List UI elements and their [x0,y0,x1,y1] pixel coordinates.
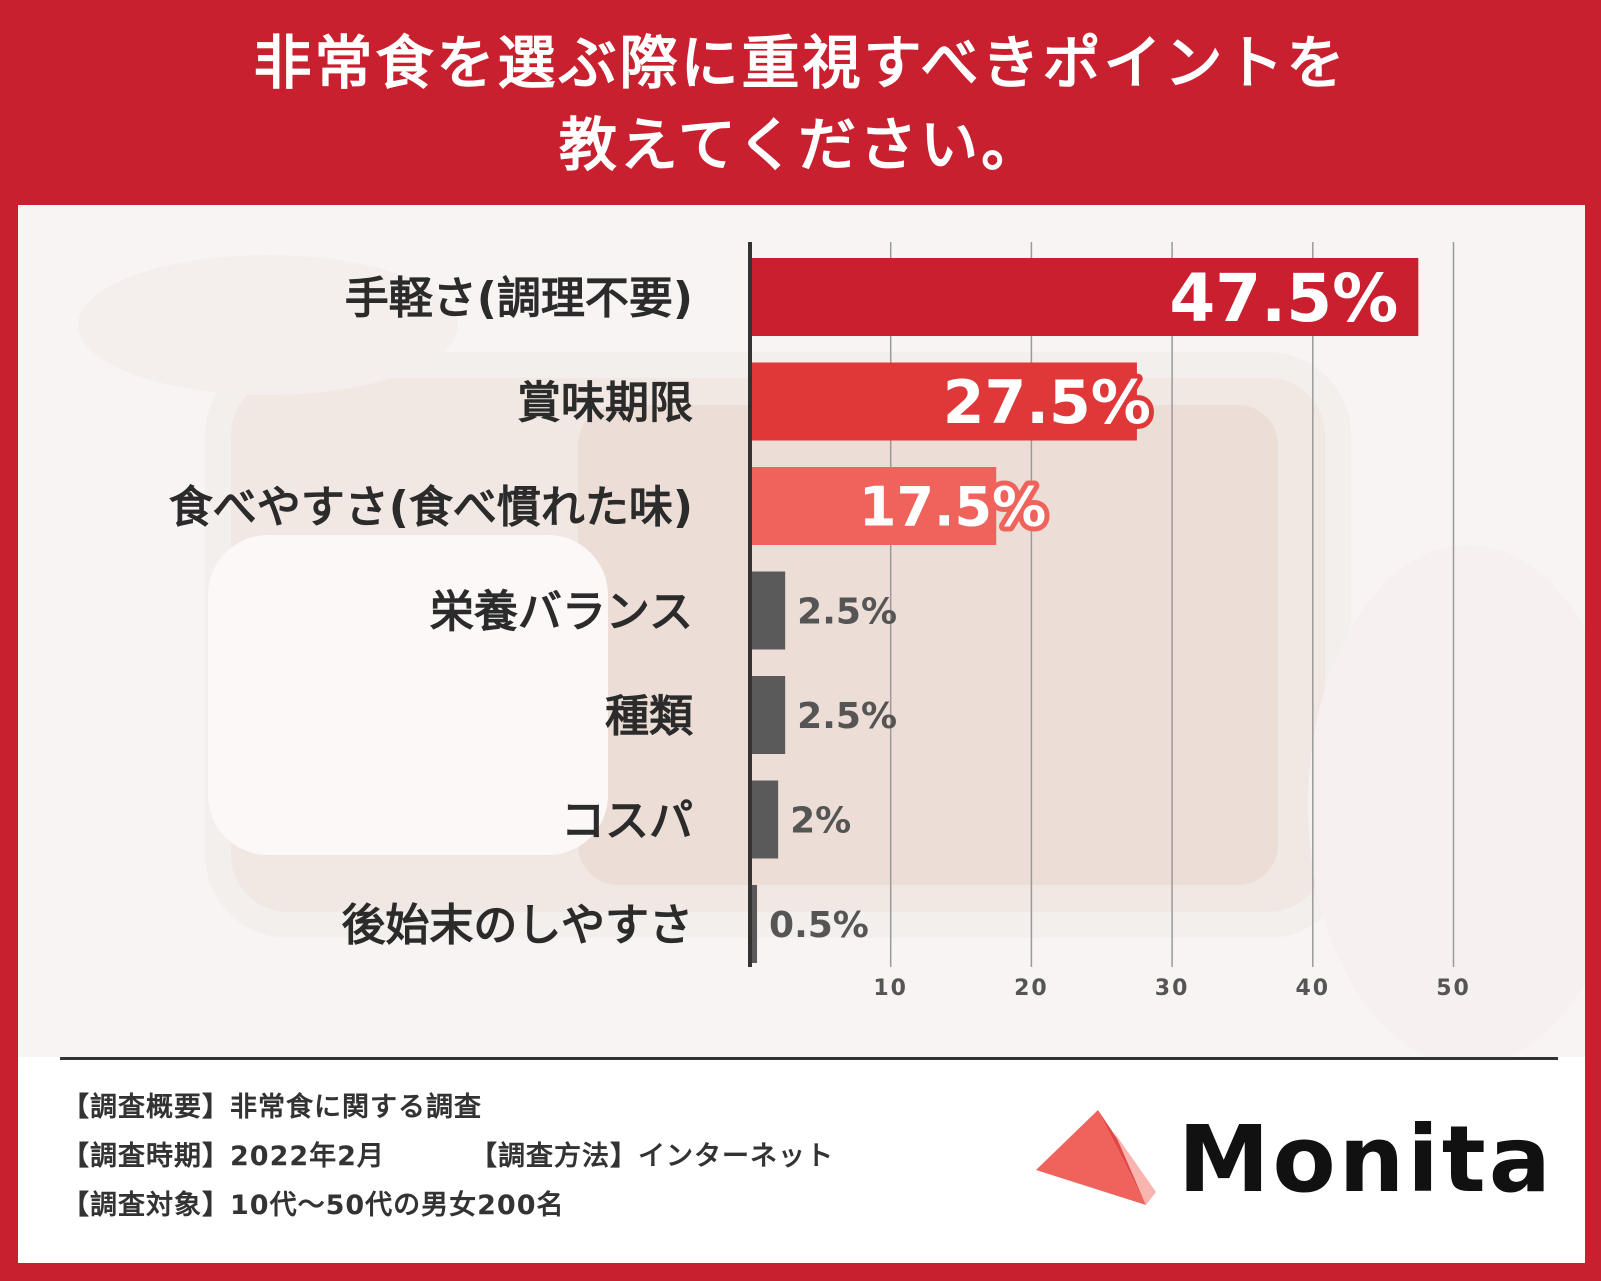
survey-period: 【調査時期】2022年2月 [62,1141,385,1172]
value-label: 17.5% [859,475,1046,538]
x-tick-label: 20 [1014,976,1049,1001]
bar-chart: 10 20 30 40 50 手軽さ(調理不要) 47.5% 賞味期限 27.5% 食べやすさ(食… [169,242,1471,1001]
bar [750,362,1137,441]
logo-text: Monita [1178,1106,1554,1213]
triangle-logo-icon [1036,1110,1156,1205]
footer [18,1057,1585,1263]
category-label: 賞味期限 [517,378,693,429]
monita-logo: Monita [1028,1106,1568,1230]
title-line-1: 非常食を選ぶ際に重視すべきポイントを [253,29,1348,97]
bar [750,885,758,963]
category-label: コスパ [561,796,693,847]
survey-overview: 【調査概要】非常食に関する調査 [62,1092,482,1123]
x-tick-label: 30 [1155,976,1190,1001]
category-label: 栄養バランス [430,587,693,638]
x-tick-label: 10 [873,976,908,1001]
value-label: 47.5% [1169,260,1398,337]
footer-divider [60,1057,1558,1060]
category-label: 後始末のしやすさ [341,900,693,951]
value-label: 2% [790,800,851,841]
category-label: 種類 [605,691,694,742]
survey-method: 【調査方法】インターネット [470,1141,834,1172]
chart-panel: 10 20 30 40 50 手軽さ(調理不要) 47.5% 賞味期限 27.5% 食べやすさ(食… [18,205,1585,1263]
bar [750,467,997,545]
bar [750,676,786,754]
bar [750,258,1419,336]
title-line-2: 教えてください。 [558,111,1043,179]
category-label: 食べやすさ(食べ慣れた味) [169,482,693,533]
bar [750,571,786,650]
survey-target: 【調査対象】10代～50代の男女200名 [62,1190,565,1221]
value-label: 2.5% [797,696,897,737]
value-label: 2.5% [797,591,897,632]
category-label: 手軽さ(調理不要) [345,273,693,324]
chart-title: 非常食を選ぶ際に重視すべきポイントを 教えてください。 [0,22,1601,186]
value-label: 27.5% [943,368,1151,438]
x-tick-label: 40 [1295,976,1330,1001]
x-tick-label: 50 [1436,976,1471,1001]
value-label: 0.5% [769,905,869,946]
bar [750,780,779,859]
